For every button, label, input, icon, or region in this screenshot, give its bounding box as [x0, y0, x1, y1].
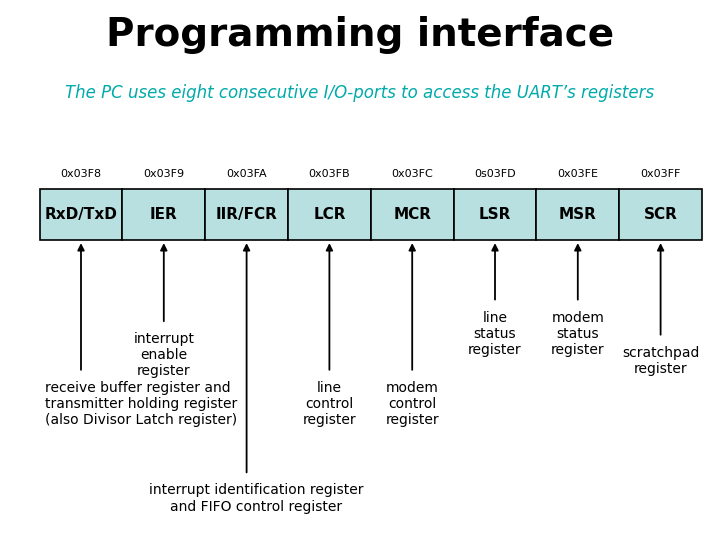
Bar [536, 189, 619, 240]
Text: receive buffer register and
transmitter holding register
(also Divisor Latch reg: receive buffer register and transmitter … [45, 381, 238, 427]
Text: MCR: MCR [393, 207, 431, 222]
Text: 0x03F8: 0x03F8 [60, 169, 102, 179]
Text: RxD/TxD: RxD/TxD [45, 207, 117, 222]
Text: 0x03FA: 0x03FA [226, 169, 267, 179]
Bar [371, 189, 454, 240]
Text: modem
status
register: modem status register [551, 310, 605, 357]
Text: interrupt
enable
register: interrupt enable register [133, 332, 194, 379]
Text: 0x03FC: 0x03FC [392, 169, 433, 179]
Bar [122, 189, 205, 240]
Text: 0s03FD: 0s03FD [474, 169, 516, 179]
Text: line
control
register: line control register [302, 381, 356, 427]
Text: Programming interface: Programming interface [106, 16, 614, 54]
Text: IIR/FCR: IIR/FCR [216, 207, 277, 222]
Bar [205, 189, 288, 240]
Text: 0x03FF: 0x03FF [640, 169, 681, 179]
Text: The PC uses eight consecutive I/O-ports to access the UART’s registers: The PC uses eight consecutive I/O-ports … [66, 84, 654, 102]
Text: 0x03FE: 0x03FE [557, 169, 598, 179]
Text: IER: IER [150, 207, 178, 222]
Text: LSR: LSR [479, 207, 511, 222]
Text: MSR: MSR [559, 207, 597, 222]
Bar [40, 189, 122, 240]
Bar [288, 189, 371, 240]
Text: SCR: SCR [644, 207, 678, 222]
Text: 0x03FB: 0x03FB [309, 169, 350, 179]
Text: LCR: LCR [313, 207, 346, 222]
Text: 0x03F9: 0x03F9 [143, 169, 184, 179]
Text: line
status
register: line status register [468, 310, 522, 357]
Bar [454, 189, 536, 240]
Text: scratchpad
register: scratchpad register [622, 346, 699, 376]
Bar [619, 189, 702, 240]
Text: interrupt identification register
and FIFO control register: interrupt identification register and FI… [149, 483, 364, 514]
Text: modem
control
register: modem control register [385, 381, 439, 427]
